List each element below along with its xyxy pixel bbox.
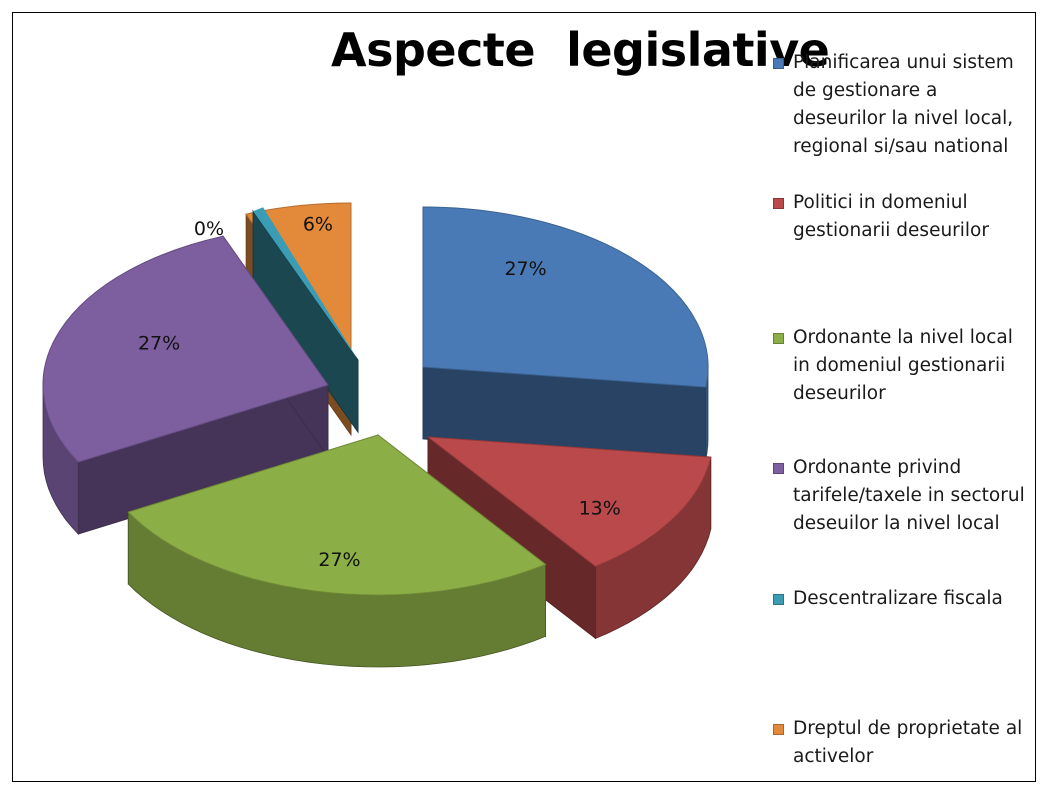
- data-label-ordonante-tarife: 27%: [138, 332, 180, 354]
- pie-slice-ordonante-tarife: [42, 234, 329, 536]
- legend-label-ordonante-tarife: Ordonante privind tarifele/taxele in sec…: [793, 457, 1025, 534]
- data-label-dreptul: 6%: [303, 214, 333, 236]
- legend-swatch-politici: [773, 198, 784, 209]
- data-label-ordonante-local: 27%: [318, 549, 360, 571]
- legend-swatch-ordonante-tarife: [773, 463, 784, 474]
- pie-slice-ordonante-local: [127, 434, 547, 668]
- pie-slice-planificarea: [422, 206, 709, 460]
- legend-swatch-ordonante-local: [773, 333, 784, 344]
- legend-swatch-planificarea: [773, 58, 784, 69]
- legend-label-politici: Politici in domeniul gestionarii deseuri…: [793, 192, 989, 241]
- chart-title: Aspecte legislative: [331, 23, 830, 77]
- legend-swatch-dreptul: [773, 724, 784, 735]
- legend-label-ordonante-local: Ordonante la nivel local in domeniul ges…: [793, 327, 1013, 404]
- chart-frame: 27% 13% 27% 27% 0% 6% Aspecte legislative Pla…: [12, 12, 1036, 782]
- legend-label-planificarea: Planificarea unui sistem de gestionare a…: [793, 52, 1014, 157]
- legend-swatch-descentralizare: [773, 594, 784, 605]
- data-label-planificarea: 27%: [504, 258, 546, 280]
- pie-chart-3d: 27% 13% 27% 27% 0% 6%: [42, 202, 712, 668]
- pie-slice-politici: [426, 436, 712, 640]
- legend-label-dreptul: Dreptul de proprietate al activelor: [793, 718, 1023, 767]
- data-label-descentralizare: 0%: [194, 218, 224, 240]
- legend-label-descentralizare: Descentralizare fiscala: [793, 588, 1003, 609]
- data-label-politici: 13%: [579, 498, 621, 520]
